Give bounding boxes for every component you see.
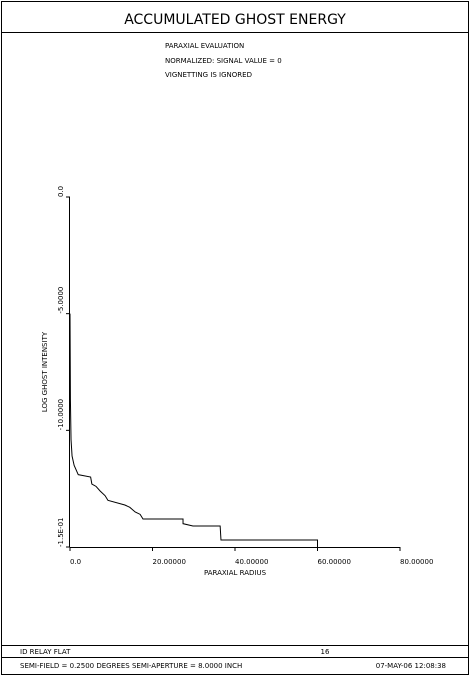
annotation: VIGNETTING IS IGNORED: [165, 71, 252, 79]
y-tick-label: -10.0000: [57, 399, 65, 430]
annotation: NORMALIZED: SIGNAL VALUE = 0: [165, 57, 282, 65]
y-axis-label: LOG GHOST INTENSITY: [41, 331, 49, 412]
data-line: [69, 313, 318, 547]
x-tick-label: 60.00000: [318, 558, 351, 566]
x-tick-label: 40.00000: [235, 558, 268, 566]
x-tick-label: 20.00000: [153, 558, 186, 566]
x-tick-label: 0.0: [70, 558, 81, 566]
y-tick-label: 0.0: [57, 186, 65, 197]
footer-page: 16: [321, 648, 330, 656]
footer-lens: ID RELAY FLAT: [20, 648, 71, 656]
annotation: PARAXIAL EVALUATION: [165, 42, 244, 50]
y-tick-label: -5.0000: [57, 287, 65, 314]
footer-date: 07-MAY-06 12:08:38: [376, 662, 446, 670]
footer-settings: SEMI-FIELD = 0.2500 DEGREES SEMI-APERTUR…: [20, 662, 242, 670]
y-tick-label: -1.5E-01: [57, 517, 65, 547]
x-tick-label: 80.00000: [400, 558, 433, 566]
chart-title: ACCUMULATED GHOST ENERGY: [124, 12, 346, 28]
x-axis-label: PARAXIAL RADIUS: [204, 569, 267, 577]
